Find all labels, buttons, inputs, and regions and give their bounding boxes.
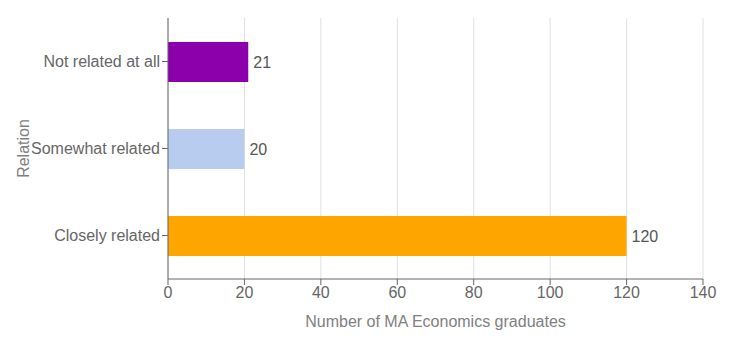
svg-text:40: 40 <box>312 284 330 301</box>
svg-text:Somewhat related: Somewhat related <box>31 140 160 157</box>
svg-text:21: 21 <box>253 54 271 71</box>
svg-text:Number of MA Economics graduat: Number of MA Economics graduates <box>305 313 566 330</box>
svg-text:120: 120 <box>632 228 659 245</box>
svg-text:20: 20 <box>236 284 254 301</box>
svg-text:120: 120 <box>613 284 640 301</box>
svg-text:80: 80 <box>465 284 483 301</box>
svg-text:60: 60 <box>388 284 406 301</box>
svg-text:Not related at all: Not related at all <box>43 53 160 70</box>
svg-text:0: 0 <box>164 284 173 301</box>
svg-text:Relation: Relation <box>15 119 32 178</box>
svg-text:100: 100 <box>537 284 564 301</box>
svg-text:140: 140 <box>690 284 717 301</box>
svg-text:20: 20 <box>249 141 267 158</box>
svg-text:Closely related: Closely related <box>54 227 160 244</box>
